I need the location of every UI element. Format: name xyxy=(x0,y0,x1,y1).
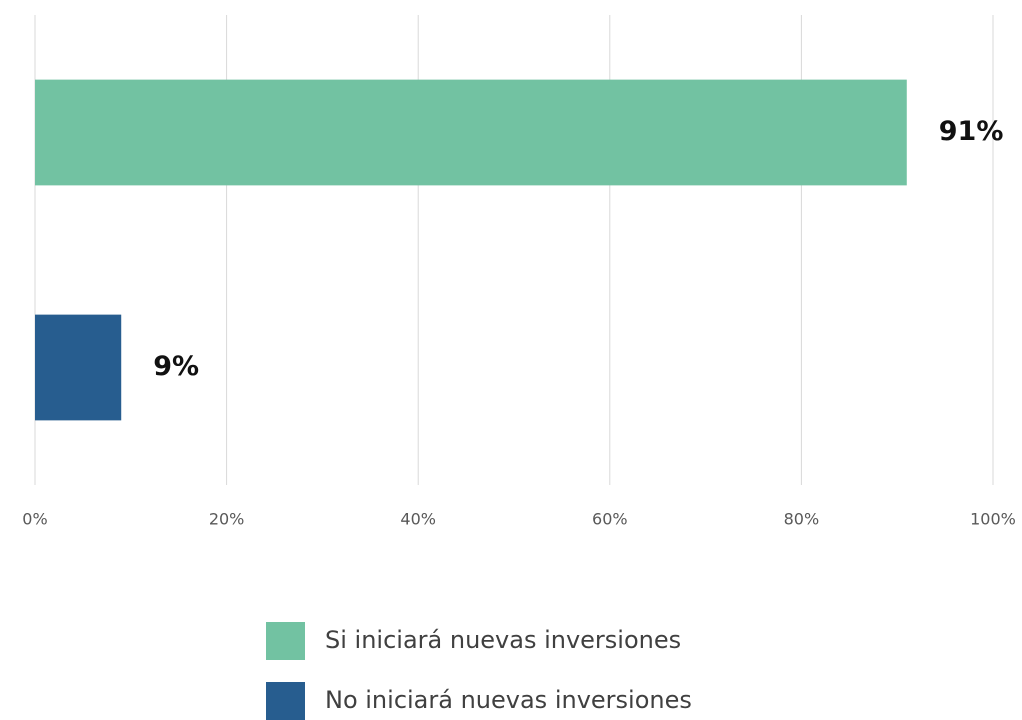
legend-swatch xyxy=(266,622,305,660)
bar xyxy=(35,314,122,421)
value-label: 91% xyxy=(939,116,1004,147)
bar xyxy=(35,79,907,186)
x-tick-label: 40% xyxy=(400,510,436,529)
x-tick-label: 20% xyxy=(209,510,245,529)
legend-label: Si iniciará nuevas inversiones xyxy=(325,626,681,654)
x-tick-label: 0% xyxy=(22,510,47,529)
value-label: 9% xyxy=(153,351,199,382)
x-tick-label: 100% xyxy=(970,510,1016,529)
legend-label: No iniciará nuevas inversiones xyxy=(325,686,692,714)
x-tick-label: 60% xyxy=(592,510,628,529)
x-tick-label: 80% xyxy=(784,510,820,529)
legend-swatch xyxy=(266,682,305,720)
